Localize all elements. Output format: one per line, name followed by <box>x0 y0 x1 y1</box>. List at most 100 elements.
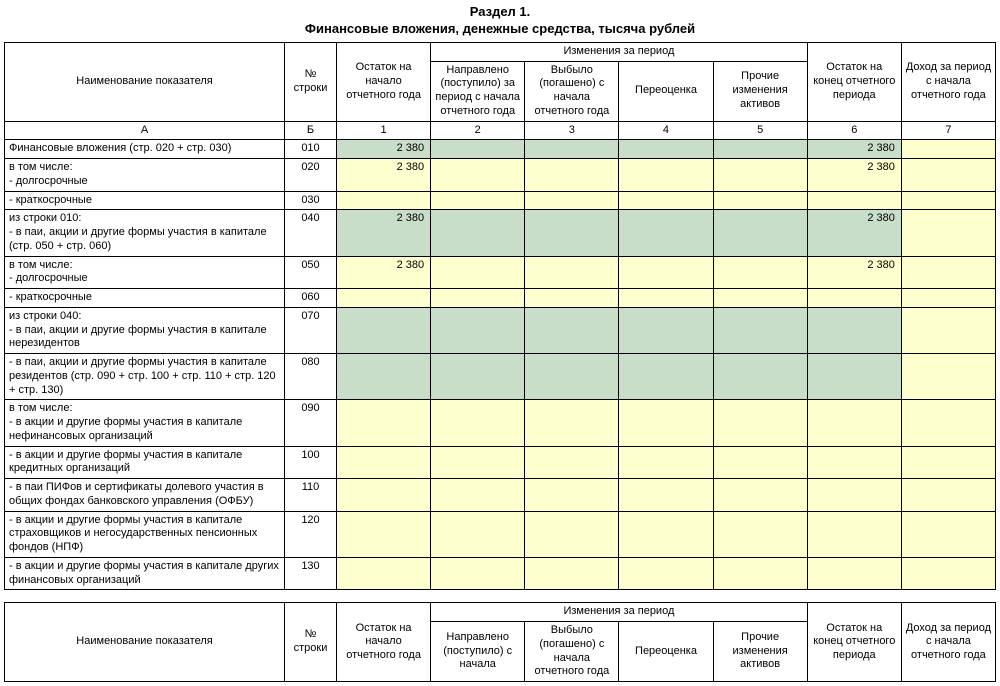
cell-col1 <box>337 557 431 590</box>
cell-col7 <box>901 511 995 557</box>
row-code: 050 <box>285 256 337 289</box>
ftr-rowno: № строки <box>285 603 337 682</box>
ftr-start: Остаток на начало отчетного года <box>337 603 431 682</box>
cell-col4 <box>619 446 713 479</box>
hdr-changes: Изменения за период <box>431 42 808 61</box>
cell-col6 <box>807 557 901 590</box>
table-row: Финансовые вложения (стр. 020 + стр. 030… <box>5 140 996 159</box>
cell-col5 <box>713 446 807 479</box>
cell-col3 <box>525 557 619 590</box>
cell-col5 <box>713 256 807 289</box>
hdr-c5: Прочие изменения активов <box>713 61 807 121</box>
cell-col5 <box>713 289 807 308</box>
cell-col6 <box>807 307 901 353</box>
table-row: - в паи ПИФов и сертификаты долевого уча… <box>5 479 996 512</box>
cell-col1 <box>337 191 431 210</box>
hdr-letter-a: А <box>5 121 285 140</box>
hdr-col-6: 6 <box>807 121 901 140</box>
ftr-c4: Переоценка <box>619 622 713 682</box>
row-code: 130 <box>285 557 337 590</box>
cell-col4 <box>619 354 713 400</box>
hdr-start: Остаток на начало отчетного года <box>337 42 431 121</box>
cell-col4 <box>619 400 713 446</box>
ftr-c2: Направлено (поступило) с начала <box>431 622 525 682</box>
table-row: - в акции и другие формы участия в капит… <box>5 511 996 557</box>
table-row: - краткосрочные060 <box>5 289 996 308</box>
cell-col4 <box>619 140 713 159</box>
cell-col1: 2 380 <box>337 159 431 192</box>
cell-col1 <box>337 354 431 400</box>
cell-col5 <box>713 557 807 590</box>
row-label: Финансовые вложения (стр. 020 + стр. 030… <box>5 140 285 159</box>
cell-col2 <box>431 210 525 256</box>
cell-col4 <box>619 511 713 557</box>
cell-col7 <box>901 557 995 590</box>
cell-col5 <box>713 140 807 159</box>
row-label: в том числе: - в акции и другие формы уч… <box>5 400 285 446</box>
cell-col4 <box>619 557 713 590</box>
cell-col4 <box>619 479 713 512</box>
cell-col7 <box>901 479 995 512</box>
cell-col3 <box>525 159 619 192</box>
cell-col4 <box>619 191 713 210</box>
cell-col6 <box>807 191 901 210</box>
cell-col2 <box>431 511 525 557</box>
cell-col3 <box>525 479 619 512</box>
row-label: - в паи ПИФов и сертификаты долевого уча… <box>5 479 285 512</box>
cell-col1 <box>337 400 431 446</box>
table-row: в том числе: - долгосрочные0502 3802 380 <box>5 256 996 289</box>
hdr-col-4: 4 <box>619 121 713 140</box>
cell-col3 <box>525 307 619 353</box>
row-code: 080 <box>285 354 337 400</box>
cell-col3 <box>525 256 619 289</box>
cell-col7 <box>901 210 995 256</box>
cell-col2 <box>431 289 525 308</box>
row-label: - в акции и другие формы участия в капит… <box>5 446 285 479</box>
hdr-letter-b: Б <box>285 121 337 140</box>
cell-col6 <box>807 446 901 479</box>
table-row: - в акции и другие формы участия в капит… <box>5 446 996 479</box>
cell-col1 <box>337 446 431 479</box>
cell-col1 <box>337 289 431 308</box>
row-label: в том числе: - долгосрочные <box>5 159 285 192</box>
cell-col1 <box>337 511 431 557</box>
cell-col3 <box>525 354 619 400</box>
row-code: 040 <box>285 210 337 256</box>
hdr-c2: Направлено (поступило) за период с начал… <box>431 61 525 121</box>
row-label: - в акции и другие формы участия в капит… <box>5 557 285 590</box>
section-title: Раздел 1. Финансовые вложения, денежные … <box>4 4 996 38</box>
cell-col7 <box>901 256 995 289</box>
cell-col1: 2 380 <box>337 256 431 289</box>
cell-col6: 2 380 <box>807 140 901 159</box>
cell-col2 <box>431 446 525 479</box>
cell-col4 <box>619 256 713 289</box>
cell-col2 <box>431 354 525 400</box>
title-line2: Финансовые вложения, денежные средства, … <box>305 21 695 36</box>
cell-col6 <box>807 511 901 557</box>
cell-col6: 2 380 <box>807 256 901 289</box>
row-label: - в паи, акции и другие формы участия в … <box>5 354 285 400</box>
cell-col5 <box>713 511 807 557</box>
table-row: в том числе: - в акции и другие формы уч… <box>5 400 996 446</box>
table-row: - в паи, акции и другие формы участия в … <box>5 354 996 400</box>
hdr-rowno: № строки <box>285 42 337 121</box>
cell-col5 <box>713 159 807 192</box>
cell-col1 <box>337 479 431 512</box>
cell-col7 <box>901 400 995 446</box>
ftr-income: Доход за период с начала отчетного года <box>901 603 995 682</box>
cell-col3 <box>525 400 619 446</box>
cell-col6 <box>807 400 901 446</box>
row-label: из строки 040: - в паи, акции и другие ф… <box>5 307 285 353</box>
row-label: из строки 010: - в паи, акции и другие ф… <box>5 210 285 256</box>
cell-col6: 2 380 <box>807 210 901 256</box>
ftr-c5: Прочие изменения активов <box>713 622 807 682</box>
hdr-c3: Выбыло (погашено) с начала отчетного год… <box>525 61 619 121</box>
cell-col5 <box>713 354 807 400</box>
cell-col7 <box>901 140 995 159</box>
table-row: - краткосрочные030 <box>5 191 996 210</box>
ftr-end: Остаток на конец отчетного периода <box>807 603 901 682</box>
cell-col3 <box>525 511 619 557</box>
cell-col6 <box>807 289 901 308</box>
hdr-col-5: 5 <box>713 121 807 140</box>
cell-col6 <box>807 479 901 512</box>
